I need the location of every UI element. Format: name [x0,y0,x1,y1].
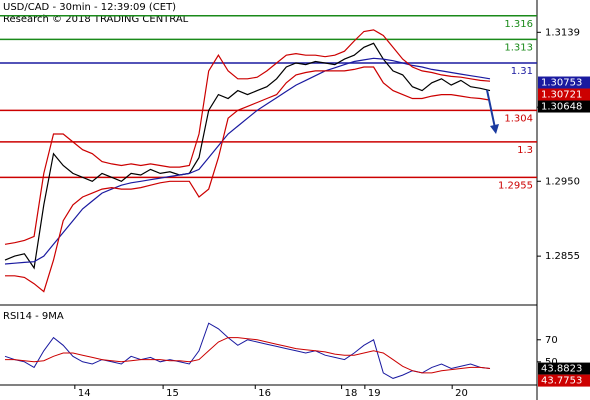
level-label: 1.313 [504,42,533,53]
price-line [4,29,491,245]
plot: 1.31391.30441.29501.28557050141516181920… [0,15,590,399]
price-line [5,66,491,293]
level-label: 1.304 [504,113,533,124]
arrow-head [490,124,499,134]
rsi-line [4,322,491,379]
price-tag-label: 1.30648 [541,102,582,113]
y-tick-label: 1.2950 [545,176,580,187]
price-tag [538,362,590,375]
price-line [4,42,491,270]
x-tick-label: 16 [258,388,271,399]
x-tick-label: 15 [166,388,179,399]
price-tag [538,100,590,113]
x-tick-label: 18 [345,388,358,399]
price-tag [538,76,590,89]
price-tag-label: 1.30721 [541,90,582,101]
rsi-line [5,337,491,374]
x-tick-label: 20 [455,388,468,399]
price-tag-label: 1.30753 [541,78,582,89]
level-label: 1.31 [511,66,533,77]
chart-title: USD/CAD - 30min - 12:39:09 (CET) [3,2,176,13]
price-tag-label: 43.7753 [541,376,582,387]
price-tag-label: 43.8823 [541,364,582,375]
arrow [486,89,496,129]
price-tag [538,88,590,101]
chart-subtitle: Research © 2018 TRADING CENTRAL [3,14,189,25]
y-tick-label: 1.3139 [545,27,580,38]
level-label: 1.3 [517,145,533,156]
y-tick-label: 1.2855 [545,251,580,262]
level-label: 1.2955 [498,180,533,191]
level-label: 1.316 [504,19,533,30]
price-tag [538,374,590,387]
y-tick-label: 70 [545,335,558,346]
x-tick-label: 19 [368,388,381,399]
y-tick-label: 50 [545,357,558,368]
rsi-title: RSI14 - 9MA [3,311,64,322]
x-tick-label: 14 [78,388,91,399]
